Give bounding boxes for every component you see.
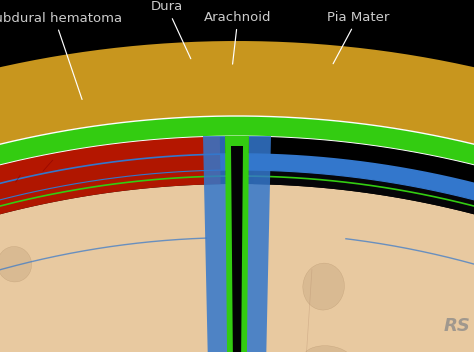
- Polygon shape: [0, 41, 474, 352]
- Polygon shape: [220, 154, 474, 352]
- Polygon shape: [0, 184, 474, 352]
- Text: Arachnoid: Arachnoid: [204, 11, 272, 64]
- Polygon shape: [254, 170, 474, 352]
- Text: RS: RS: [443, 317, 470, 335]
- Polygon shape: [0, 116, 474, 352]
- Polygon shape: [242, 136, 271, 352]
- Text: Dura: Dura: [151, 0, 191, 59]
- Ellipse shape: [0, 246, 32, 282]
- Polygon shape: [231, 146, 243, 352]
- Ellipse shape: [468, 349, 474, 352]
- Text: Subdural hematoma: Subdural hematoma: [0, 12, 123, 100]
- Polygon shape: [225, 136, 249, 352]
- Polygon shape: [203, 136, 232, 352]
- Polygon shape: [0, 136, 220, 352]
- Polygon shape: [0, 136, 220, 352]
- Ellipse shape: [302, 346, 354, 352]
- Text: Pia Mater: Pia Mater: [327, 11, 389, 64]
- Ellipse shape: [303, 263, 345, 310]
